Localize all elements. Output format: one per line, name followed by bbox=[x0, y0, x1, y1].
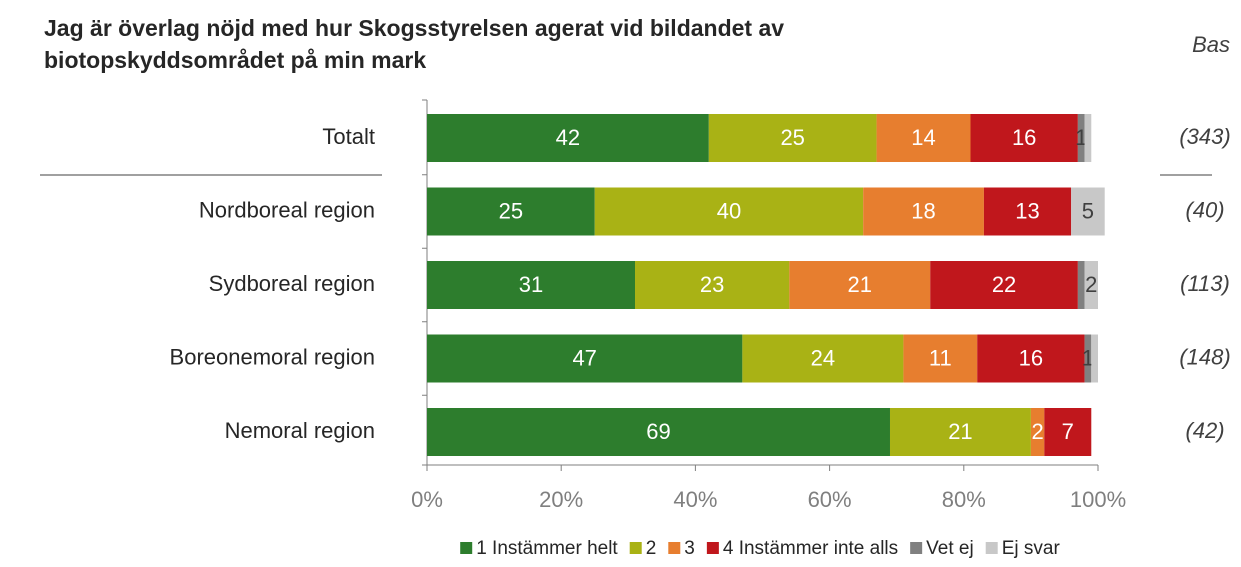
legend-label: 4 Instämmer inte alls bbox=[723, 538, 898, 559]
bar-segment bbox=[863, 187, 984, 236]
legend-label: 1 Instämmer helt bbox=[476, 538, 618, 559]
bar-segment bbox=[1084, 114, 1092, 162]
data-label: 31 bbox=[519, 272, 543, 297]
legend-label: Vet ej bbox=[926, 538, 974, 559]
legend-label: Ej svar bbox=[1002, 538, 1061, 559]
data-label: 22 bbox=[992, 272, 1016, 297]
data-label: 1 bbox=[1082, 345, 1094, 370]
category-label: Totalt bbox=[322, 124, 375, 149]
data-label: 24 bbox=[811, 345, 835, 370]
data-label: 23 bbox=[700, 272, 724, 297]
data-label: 69 bbox=[646, 419, 670, 444]
bar-segment bbox=[742, 334, 904, 383]
data-label: 18 bbox=[911, 198, 935, 223]
category-label: Nordboreal region bbox=[199, 197, 375, 222]
bar-segment bbox=[977, 334, 1085, 383]
bas-header: Bas bbox=[1192, 32, 1230, 57]
legend-swatch bbox=[985, 542, 998, 554]
bar-segment bbox=[594, 187, 864, 236]
data-label: 47 bbox=[572, 345, 596, 370]
x-tick-label: 100% bbox=[1070, 487, 1126, 512]
bas-value: (113) bbox=[1180, 271, 1230, 296]
data-label: 16 bbox=[1012, 125, 1036, 150]
category-label: Nemoral region bbox=[225, 418, 375, 443]
bas-value: (343) bbox=[1179, 124, 1230, 149]
bar-segment bbox=[983, 187, 1072, 236]
chart-title: biotopskyddsområdet på min mark bbox=[44, 47, 426, 73]
legend-swatch bbox=[706, 542, 719, 554]
bar-segment bbox=[789, 261, 931, 309]
bar-segment bbox=[427, 261, 636, 309]
data-label: 5 bbox=[1082, 198, 1094, 223]
bar-segment bbox=[708, 114, 877, 162]
data-label: 40 bbox=[717, 198, 741, 223]
bas-value: (148) bbox=[1179, 344, 1230, 369]
data-label: 2 bbox=[1031, 419, 1043, 444]
data-label: 16 bbox=[1019, 345, 1043, 370]
data-label: 14 bbox=[911, 125, 935, 150]
data-label: 25 bbox=[780, 125, 804, 150]
bar-segment bbox=[970, 114, 1078, 162]
x-tick-label: 80% bbox=[942, 487, 986, 512]
data-label: 7 bbox=[1062, 419, 1074, 444]
bar-segment bbox=[1084, 334, 1092, 383]
bas-value: (42) bbox=[1185, 418, 1224, 443]
x-tick-label: 0% bbox=[411, 487, 443, 512]
x-tick-label: 20% bbox=[539, 487, 583, 512]
bar-segment bbox=[1071, 187, 1105, 236]
legend-label: 3 bbox=[684, 538, 695, 559]
data-label: 2 bbox=[1085, 272, 1097, 297]
bar-segment bbox=[930, 261, 1078, 309]
bar-segment bbox=[1077, 114, 1085, 162]
bar-segment bbox=[1030, 408, 1045, 456]
category-label: Boreonemoral region bbox=[170, 344, 375, 369]
x-tick-label: 40% bbox=[673, 487, 717, 512]
bar-segment bbox=[1077, 261, 1085, 309]
bar-segment bbox=[1084, 261, 1098, 309]
data-label: 11 bbox=[929, 345, 952, 370]
data-label: 13 bbox=[1015, 198, 1039, 223]
bas-value: (40) bbox=[1185, 197, 1224, 222]
bar-segment bbox=[889, 408, 1031, 456]
bar-segment bbox=[427, 408, 890, 456]
legend-label: 2 bbox=[646, 538, 657, 559]
category-label: Sydboreal region bbox=[209, 271, 375, 296]
x-tick-label: 60% bbox=[808, 487, 852, 512]
legend-swatch bbox=[460, 542, 473, 554]
legend-swatch bbox=[668, 542, 681, 554]
bar-segment bbox=[635, 261, 790, 309]
bar-segment bbox=[427, 187, 595, 236]
data-label: 21 bbox=[948, 419, 972, 444]
bar-segment bbox=[1091, 334, 1098, 383]
bar-segment bbox=[876, 114, 971, 162]
legend-swatch bbox=[629, 542, 642, 554]
data-label: 1 bbox=[1075, 125, 1087, 150]
data-label: 21 bbox=[848, 272, 872, 297]
legend-swatch bbox=[910, 542, 923, 554]
bar-segment bbox=[427, 114, 709, 162]
chart-title: Jag är överlag nöjd med hur Skogsstyrels… bbox=[44, 15, 784, 41]
bar-segment bbox=[427, 334, 743, 383]
data-label: 25 bbox=[499, 198, 523, 223]
data-label: 42 bbox=[556, 125, 580, 150]
bar-segment bbox=[1044, 408, 1092, 456]
bar-segment bbox=[903, 334, 978, 383]
